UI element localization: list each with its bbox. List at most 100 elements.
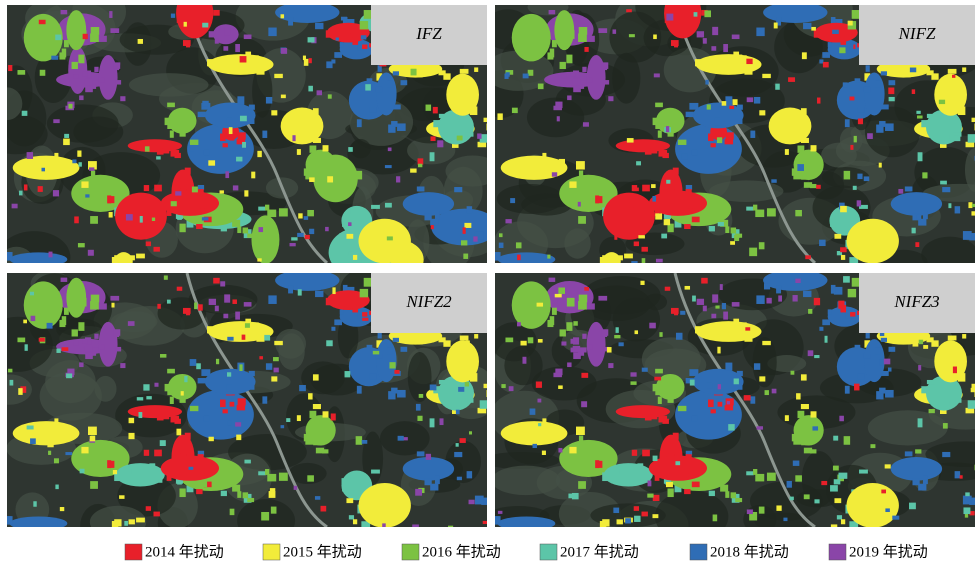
disturbance-pixel <box>316 448 324 454</box>
disturbance-pixel <box>690 380 695 386</box>
disturbance-patch <box>554 10 574 50</box>
disturbance-pixel <box>304 434 310 441</box>
disturbance-pixel <box>384 499 389 505</box>
disturbance-pixel <box>642 450 650 457</box>
disturbance-pixel <box>74 216 79 223</box>
disturbance-pixel <box>811 145 817 151</box>
disturbance-pixel <box>273 357 279 361</box>
disturbance-patch <box>763 2 827 23</box>
disturbance-pixel <box>54 158 63 166</box>
disturbance-pixel <box>725 139 733 144</box>
disturbance-pixel <box>692 217 700 223</box>
disturbance-pixel <box>230 402 235 407</box>
disturbance-pixel <box>327 176 333 182</box>
disturbance-pixel <box>77 150 81 156</box>
disturbance-pixel <box>326 298 332 305</box>
disturbance-pixel <box>54 424 63 432</box>
disturbance-pixel <box>371 205 380 209</box>
disturbance-pixel <box>666 126 669 132</box>
disturbance-pixel <box>244 190 248 196</box>
disturbance-pixel <box>898 535 906 539</box>
disturbance-pixel <box>348 222 351 226</box>
disturbance-pixel <box>942 452 950 457</box>
disturbance-pixel <box>918 418 923 427</box>
disturbance-pixel <box>958 106 966 115</box>
disturbance-pixel <box>767 208 776 216</box>
disturbance-pixel <box>89 167 94 170</box>
disturbance-pixel <box>179 224 185 233</box>
disturbance-pixel <box>923 345 928 349</box>
disturbance-pixel <box>658 416 667 423</box>
disturbance-pixel <box>467 206 473 213</box>
disturbance-pixel <box>818 543 825 551</box>
disturbance-pixel <box>470 106 478 115</box>
disturbance-pixel <box>370 373 377 379</box>
legend-label: 2014 年扰动 <box>145 543 224 560</box>
disturbance-pixel <box>785 415 789 421</box>
disturbance-pixel <box>655 473 660 481</box>
disturbance-pixel <box>258 207 265 211</box>
disturbance-pixel <box>608 530 613 537</box>
disturbance-pixel <box>872 499 877 505</box>
disturbance-pixel <box>755 210 764 218</box>
disturbance-pixel <box>744 67 752 75</box>
disturbance-pixel <box>27 425 34 429</box>
disturbance-patch <box>251 215 279 263</box>
disturbance-pixel <box>346 234 353 239</box>
disturbance-pixel <box>153 247 159 252</box>
disturbance-pixel <box>578 33 587 42</box>
disturbance-pixel <box>279 473 288 481</box>
disturbance-pixel <box>692 296 696 302</box>
disturbance-pixel <box>323 145 329 151</box>
disturbance-pixel <box>144 185 149 191</box>
disturbance-pixel <box>370 107 377 113</box>
disturbance-pixel <box>91 27 100 35</box>
disturbance-pixel <box>918 365 921 370</box>
disturbance-pixel <box>578 216 586 224</box>
disturbance-pixel <box>936 358 943 365</box>
disturbance-pixel <box>602 62 608 69</box>
disturbance-pixel <box>91 295 100 303</box>
legend-swatch <box>402 544 419 560</box>
disturbance-pixel <box>473 236 477 241</box>
disturbance-pixel <box>645 207 651 211</box>
legend-swatch <box>540 544 557 560</box>
disturbance-pixel <box>79 95 83 100</box>
disturbance-pixel <box>561 74 566 78</box>
disturbance-pixel <box>185 168 191 175</box>
disturbance-pixel <box>110 296 119 301</box>
disturbance-pixel <box>568 494 573 499</box>
disturbance-pixel <box>230 136 235 141</box>
disturbance-pixel <box>356 171 362 180</box>
disturbance-patch <box>187 124 254 174</box>
disturbance-pixel <box>98 36 107 42</box>
disturbance-pixel <box>676 333 683 340</box>
disturbance-pixel <box>90 481 98 489</box>
disturbance-pixel <box>636 161 641 165</box>
disturbance-pixel <box>850 312 855 316</box>
disturbance-pixel <box>725 363 732 371</box>
disturbance-pixel <box>864 353 870 359</box>
disturbance-pixel <box>968 134 975 142</box>
disturbance-pixel <box>921 120 929 127</box>
disturbance-pixel <box>128 433 134 439</box>
disturbance-pixel <box>501 384 505 388</box>
terrain <box>350 139 370 158</box>
disturbance-pixel <box>232 485 240 492</box>
disturbance-pixel <box>308 127 313 133</box>
disturbance-pixel <box>689 103 698 110</box>
disturbance-pixel <box>200 208 205 213</box>
disturbance-pixel <box>530 408 536 414</box>
disturbance-pixel <box>765 390 769 395</box>
disturbance-pixel <box>19 191 23 196</box>
disturbance-pixel <box>460 438 466 443</box>
disturbance-pixel <box>364 278 372 287</box>
disturbance-pixel <box>251 172 255 179</box>
disturbance-pixel <box>727 401 730 404</box>
disturbance-pixel <box>353 519 357 524</box>
disturbance-pixel <box>542 32 547 41</box>
disturbance-pixel <box>834 498 841 503</box>
disturbance-pixel <box>119 495 124 499</box>
terrain <box>278 333 304 370</box>
disturbance-pixel <box>579 295 588 303</box>
